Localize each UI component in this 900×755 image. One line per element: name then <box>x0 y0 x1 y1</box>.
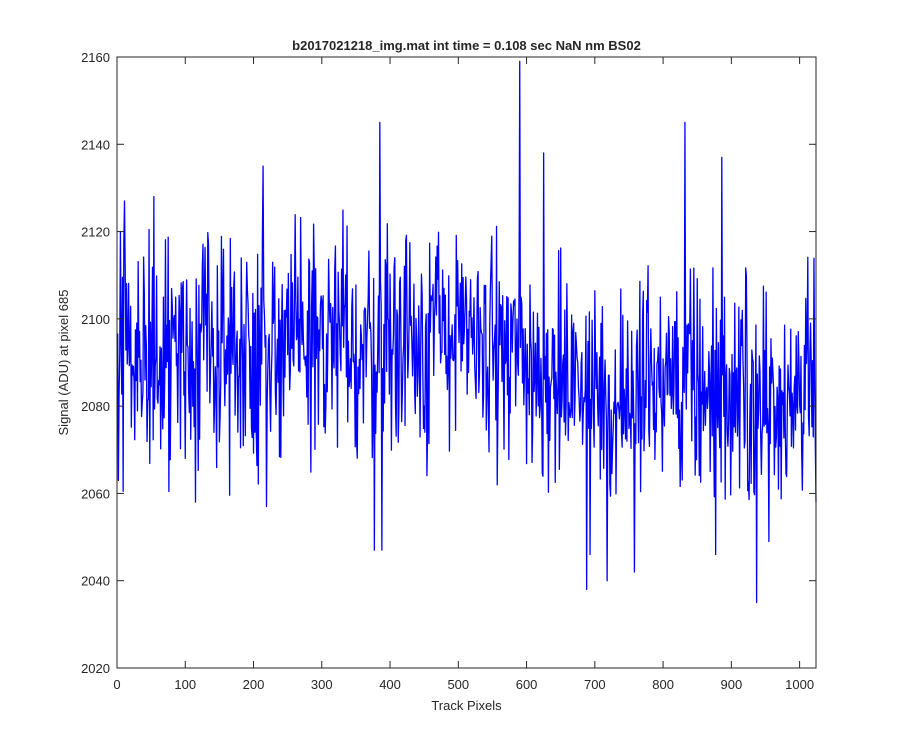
series-layer <box>117 60 817 604</box>
x-tick-label: 700 <box>584 677 606 692</box>
axes-box <box>116 56 817 669</box>
x-tick-label: 1000 <box>785 677 814 692</box>
x-tick-label: 500 <box>447 677 469 692</box>
y-tick-label: 2140 <box>81 137 110 152</box>
x-tick-label: 900 <box>721 677 743 692</box>
x-tick-label: 600 <box>516 677 538 692</box>
x-axis-label: Track Pixels <box>431 698 502 713</box>
y-tick-label: 2160 <box>81 50 110 65</box>
series-line <box>117 60 817 604</box>
y-axis: 2020 2040 2060 2080 2100 2120 2140 2160 <box>81 50 816 676</box>
y-tick-label: 2120 <box>81 225 110 240</box>
x-tick-label: 100 <box>174 677 196 692</box>
x-tick-label: 0 <box>113 677 120 692</box>
y-tick-label: 2060 <box>81 486 110 501</box>
x-tick-label: 400 <box>379 677 401 692</box>
x-tick-label: 300 <box>311 677 333 692</box>
x-tick-label: 800 <box>652 677 674 692</box>
y-tick-label: 2080 <box>81 399 110 414</box>
chart-title: b2017021218_img.mat int time = 0.108 sec… <box>292 38 641 53</box>
x-tick-label: 200 <box>243 677 265 692</box>
y-axis-label: Signal (ADU) at pixel 685 <box>56 290 71 436</box>
y-tick-label: 2020 <box>81 661 110 676</box>
y-tick-label: 2100 <box>81 312 110 327</box>
y-tick-label: 2040 <box>81 574 110 589</box>
x-axis: 0 100 200 300 400 500 600 700 800 900 1000 <box>113 57 814 692</box>
